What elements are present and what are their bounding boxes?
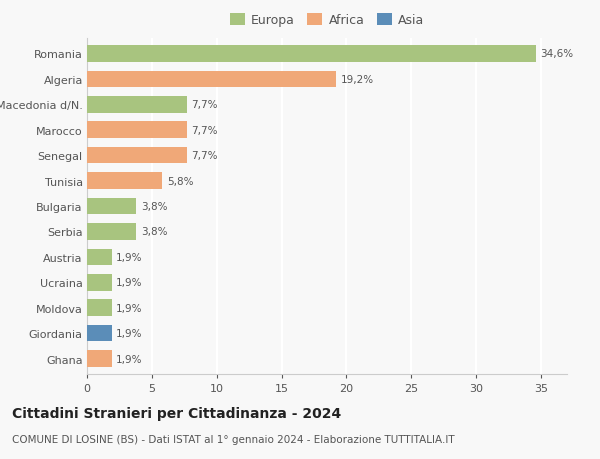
- Legend: Europa, Africa, Asia: Europa, Africa, Asia: [227, 11, 427, 29]
- Text: Cittadini Stranieri per Cittadinanza - 2024: Cittadini Stranieri per Cittadinanza - 2…: [12, 406, 341, 420]
- Text: 19,2%: 19,2%: [341, 75, 374, 84]
- Bar: [87, 325, 112, 341]
- Text: 1,9%: 1,9%: [116, 303, 143, 313]
- Bar: [87, 224, 136, 240]
- Text: 34,6%: 34,6%: [541, 49, 574, 59]
- Bar: [87, 97, 187, 113]
- Bar: [87, 249, 112, 266]
- Text: 1,9%: 1,9%: [116, 278, 143, 288]
- Text: 1,9%: 1,9%: [116, 252, 143, 262]
- Text: 3,8%: 3,8%: [141, 202, 167, 212]
- Bar: [87, 72, 336, 88]
- Text: 1,9%: 1,9%: [116, 354, 143, 364]
- Bar: [87, 300, 112, 316]
- Bar: [87, 173, 162, 190]
- Text: 7,7%: 7,7%: [191, 125, 218, 135]
- Text: 5,8%: 5,8%: [167, 176, 193, 186]
- Text: 7,7%: 7,7%: [191, 151, 218, 161]
- Text: COMUNE DI LOSINE (BS) - Dati ISTAT al 1° gennaio 2024 - Elaborazione TUTTITALIA.: COMUNE DI LOSINE (BS) - Dati ISTAT al 1°…: [12, 434, 455, 444]
- Bar: [87, 147, 187, 164]
- Bar: [87, 351, 112, 367]
- Text: 7,7%: 7,7%: [191, 100, 218, 110]
- Bar: [87, 46, 536, 62]
- Bar: [87, 274, 112, 291]
- Bar: [87, 198, 136, 215]
- Text: 1,9%: 1,9%: [116, 329, 143, 338]
- Text: 3,8%: 3,8%: [141, 227, 167, 237]
- Bar: [87, 122, 187, 139]
